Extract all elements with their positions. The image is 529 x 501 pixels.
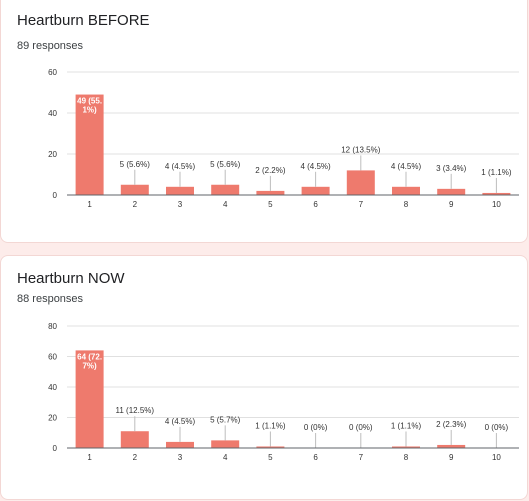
- data-label: 4 (4.5%): [165, 417, 196, 426]
- response-count: 89 responses: [17, 40, 84, 52]
- y-tick-label: 20: [48, 150, 57, 159]
- x-tick-label: 10: [492, 200, 501, 209]
- bar: [120, 431, 149, 448]
- x-tick-label: 6: [313, 200, 318, 209]
- bar: [482, 192, 511, 195]
- bar: [301, 186, 330, 195]
- y-tick-label: 0: [53, 444, 58, 453]
- y-tick-label: 20: [48, 414, 57, 423]
- x-tick-label: 8: [404, 453, 409, 462]
- data-label: 11 (12.5%): [116, 406, 155, 415]
- y-tick-label: 60: [48, 353, 57, 362]
- bar: [75, 350, 104, 448]
- data-label: 0 (0%): [304, 423, 328, 432]
- data-label: 1 (1.1%): [481, 168, 512, 177]
- y-tick-label: 40: [48, 383, 57, 392]
- x-tick-label: 1: [87, 453, 92, 462]
- x-tick-label: 9: [449, 200, 454, 209]
- data-label: 2 (2.2%): [255, 166, 286, 175]
- x-tick-label: 5: [268, 453, 273, 462]
- data-label: 4 (4.5%): [300, 162, 331, 171]
- x-tick-label: 8: [404, 200, 409, 209]
- bar: [392, 446, 420, 448]
- bar: [346, 170, 375, 195]
- x-tick-label: 1: [87, 200, 92, 209]
- chart-card-heartburn-before: Heartburn BEFORE 89 responses 0 20 40 60 49 …: [0, 0, 528, 243]
- bar: [256, 446, 285, 448]
- x-tick-label: 7: [359, 200, 364, 209]
- data-label: 49 (55. 1%): [77, 97, 102, 115]
- y-tick-label: 60: [48, 68, 57, 77]
- x-tick-label: 4: [223, 453, 228, 462]
- bar: [166, 186, 194, 195]
- x-tick-label: 9: [449, 453, 454, 462]
- x-tick-label: 6: [313, 453, 318, 462]
- x-tick-label: 3: [178, 200, 183, 209]
- data-label: 12 (13.5%): [341, 145, 380, 154]
- data-label: 5 (5.6%): [120, 160, 151, 169]
- data-label: 1 (1.1%): [255, 421, 286, 430]
- x-tick-label: 7: [359, 453, 364, 462]
- x-tick-label: 4: [223, 200, 228, 209]
- data-label: 4 (4.5%): [391, 162, 422, 171]
- bar-chart-heartburn-before: 0 20 40 60 49 (55. 1%) 1 5 (5.6%) 2 4 (4.5%) 3 5 (5…: [48, 68, 519, 209]
- bar: [392, 186, 420, 195]
- y-tick-label: 0: [53, 191, 58, 200]
- data-label: 64 (72. 7%): [77, 352, 102, 370]
- bar: [211, 440, 240, 448]
- x-tick-label: 2: [133, 453, 138, 462]
- bar: [437, 188, 466, 195]
- data-label: 5 (5.6%): [210, 160, 241, 169]
- bar: [75, 94, 104, 195]
- x-tick-label: 2: [133, 200, 138, 209]
- bar: [437, 444, 466, 448]
- data-label: 2 (2.3%): [436, 420, 467, 429]
- response-count: 88 responses: [17, 293, 84, 305]
- data-label: 5 (5.7%): [210, 415, 241, 424]
- y-tick-label: 80: [48, 322, 57, 331]
- y-tick-label: 40: [48, 109, 57, 118]
- chart-title: Heartburn BEFORE: [17, 12, 150, 29]
- chart-card-heartburn-now: Heartburn NOW 88 responses 0 20 40 60 80 64 (…: [0, 255, 528, 500]
- bar: [256, 190, 285, 195]
- data-label: 0 (0%): [349, 423, 373, 432]
- bar: [211, 184, 240, 195]
- data-label: 0 (0%): [485, 423, 509, 432]
- x-tick-label: 10: [492, 453, 501, 462]
- bar: [120, 184, 149, 195]
- data-label: 3 (3.4%): [436, 164, 467, 173]
- data-label: 4 (4.5%): [165, 162, 196, 171]
- x-tick-label: 5: [268, 200, 273, 209]
- chart-title: Heartburn NOW: [17, 270, 125, 287]
- x-tick-label: 3: [178, 453, 183, 462]
- bar: [166, 441, 194, 448]
- data-label: 1 (1.1%): [391, 421, 422, 430]
